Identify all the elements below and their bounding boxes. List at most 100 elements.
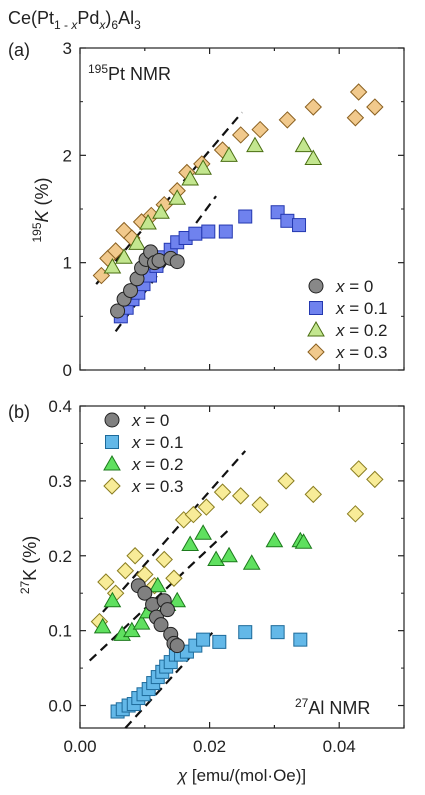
- data-point: [197, 498, 216, 516]
- data-point: [231, 126, 250, 144]
- data-point: [304, 149, 323, 166]
- data-point: [181, 169, 200, 186]
- data-point: [159, 602, 175, 618]
- data-point: [220, 146, 238, 162]
- x-tick-label: 0.00: [63, 737, 96, 756]
- y-tick-label: 0.1: [48, 622, 72, 641]
- legend-marker: [105, 435, 119, 449]
- data-point: [132, 614, 151, 630]
- panel-b-title: 27Al NMR: [295, 696, 370, 718]
- data-point: [277, 472, 295, 490]
- data-point: [231, 487, 250, 505]
- y-tick-label: 1: [63, 254, 72, 273]
- data-point: [137, 585, 153, 601]
- data-point: [188, 226, 203, 241]
- data-point: [196, 632, 211, 647]
- panel-a-legend: x = 0 x = 0.1 x = 0.2 x = 0.3: [307, 277, 388, 362]
- legend-marker: [308, 278, 324, 294]
- data-point: [97, 573, 115, 591]
- data-point: [213, 483, 232, 501]
- x-tick-label: 0.04: [323, 737, 356, 756]
- data-point: [294, 533, 313, 549]
- panel-b-label: (b): [8, 402, 30, 422]
- data-point: [201, 224, 216, 239]
- data-point: [265, 531, 284, 548]
- panel-a-points: [92, 83, 384, 324]
- data-point: [126, 547, 144, 565]
- y-tick-label: 0.3: [48, 472, 72, 491]
- data-point: [103, 591, 122, 608]
- legend-marker: [104, 412, 120, 428]
- data-point: [169, 638, 185, 654]
- panel-a-ticks: 0 1 2 3: [63, 39, 405, 380]
- data-point: [207, 550, 225, 567]
- data-point: [152, 203, 170, 219]
- data-point: [238, 209, 253, 224]
- data-point: [349, 460, 368, 478]
- x-tick-label: 0.02: [193, 737, 226, 756]
- data-point: [293, 632, 308, 647]
- panel-b-frame: [79, 405, 405, 729]
- compound-title: Ce(Pt1 - xPdx)6Al3: [8, 8, 141, 32]
- data-point: [251, 120, 269, 139]
- data-point: [153, 617, 169, 633]
- data-point: [346, 109, 365, 127]
- data-point: [148, 576, 167, 593]
- data-point: [349, 83, 368, 101]
- data-point: [110, 303, 126, 319]
- panel-a-title: 195Pt NMR: [88, 62, 171, 84]
- data-point: [168, 591, 187, 608]
- data-point: [212, 634, 227, 649]
- y-tick-label: 0.0: [48, 697, 72, 716]
- panel-b-legend: x = 0 x = 0.1 x = 0.2 x = 0.3: [103, 411, 184, 496]
- panel-a-label: (a): [8, 40, 30, 60]
- data-point: [278, 111, 297, 129]
- data-point: [103, 257, 122, 274]
- data-point: [238, 625, 253, 640]
- data-point: [194, 524, 212, 540]
- y-tick-label: 0: [63, 361, 72, 380]
- y-tick-label: 3: [63, 39, 72, 58]
- data-point: [218, 224, 233, 239]
- data-point: [220, 546, 238, 563]
- legend-label: x = 0.1: [335, 299, 388, 318]
- legend-marker: [307, 343, 325, 361]
- panel-a: (a) 195Pt NMR 195K (%) 0 1 2 3 x = 0 x = 0.1…: [8, 39, 405, 380]
- panel-b-ylabel: 27K (%): [18, 536, 40, 594]
- data-point: [242, 554, 261, 570]
- legend-marker: [103, 454, 121, 471]
- data-point: [366, 470, 384, 489]
- panel-b: (b) 27Al NMR 27K (%) χ [emu/(mol·Oe)] 0.…: [8, 397, 405, 785]
- data-point: [246, 136, 264, 153]
- data-point: [181, 535, 200, 552]
- data-point: [169, 254, 185, 270]
- y-tick-label: 0.2: [48, 547, 72, 566]
- legend-label: x = 0: [335, 277, 373, 296]
- data-point: [165, 569, 183, 587]
- panel-a-ylabel: 195K (%): [30, 177, 52, 242]
- legend-marker: [103, 477, 121, 495]
- legend-label: x = 0.2: [131, 455, 184, 474]
- data-point: [294, 136, 313, 153]
- legend-marker: [309, 301, 323, 315]
- data-point: [93, 617, 112, 634]
- data-point: [116, 562, 135, 580]
- panel-b-points: [90, 460, 384, 719]
- y-tick-label: 2: [63, 146, 72, 165]
- data-point: [251, 496, 269, 514]
- data-point: [115, 248, 133, 264]
- data-point: [184, 505, 203, 524]
- panel-b-ticks: 0.0 0.1 0.2 0.3 0.4 0.00 0.02 0.04: [48, 397, 405, 756]
- y-tick-label: 0.4: [48, 397, 72, 416]
- x-axis-label: χ [emu/(mol·Oe)]: [176, 766, 306, 785]
- data-point: [128, 234, 146, 250]
- data-point: [292, 218, 307, 233]
- data-point: [304, 485, 322, 504]
- data-point: [280, 213, 295, 228]
- data-point: [106, 242, 125, 260]
- data-point: [139, 213, 157, 230]
- data-point: [270, 625, 285, 640]
- legend-label: x = 0.3: [131, 477, 184, 496]
- legend-label: x = 0.2: [335, 321, 388, 340]
